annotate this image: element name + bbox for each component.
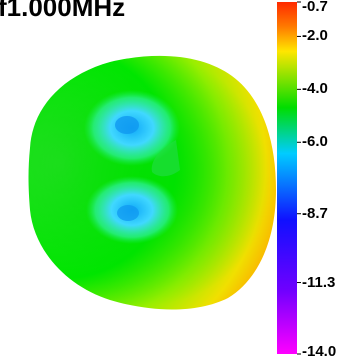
- colorbar-tick-label: -6.0: [302, 133, 328, 151]
- scalp-map: [28, 55, 276, 310]
- chart-title: f1.000MHz: [0, 0, 126, 22]
- colorbar-ticks: [297, 1, 301, 355]
- colorbar: [277, 2, 297, 354]
- colorbar-tick-label: -2.0: [302, 27, 328, 45]
- colorbar-tick-label: -8.7: [302, 204, 328, 222]
- colorbar-tick-label: -0.7: [302, 0, 328, 15]
- colorbar-tick-label: -4.0: [302, 80, 328, 98]
- colorbar-tick-label: -14.0: [302, 343, 337, 360]
- colorbar-tick-label: -11.3: [302, 273, 336, 291]
